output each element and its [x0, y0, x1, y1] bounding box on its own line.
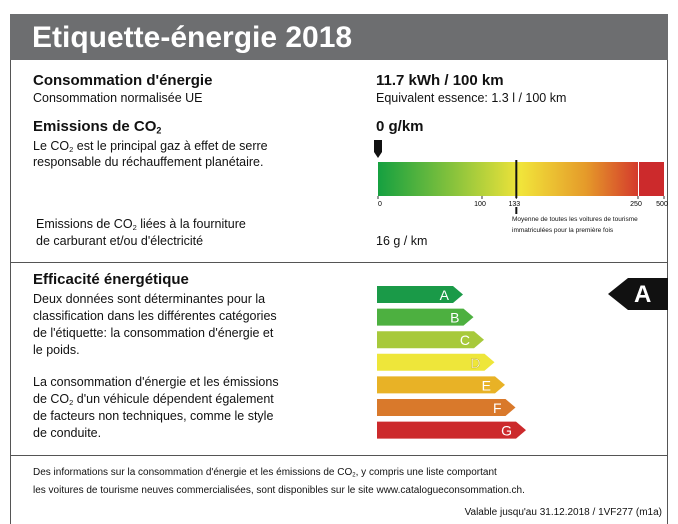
subscript: 2: [69, 144, 74, 154]
heading: Efficacité énergétique: [33, 271, 189, 288]
subscript: 2: [352, 472, 356, 479]
text: de facteurs non techniques, comme le sty…: [33, 409, 274, 423]
footer-text: Des informations sur la consommation d'é…: [33, 467, 497, 480]
class-letter: F: [493, 400, 502, 416]
footer-text: les voitures de tourisme neuves commerci…: [33, 485, 525, 496]
text: Le CO2 est le principal gaz à effet de s…: [33, 139, 268, 154]
text: d'un véhicule dépendent également: [73, 392, 274, 406]
class-arrow: [377, 353, 495, 371]
text: , y compris une liste comportant: [355, 467, 497, 478]
title: Etiquette-énergie 2018: [32, 21, 353, 54]
tick-label: 250: [630, 201, 642, 208]
header-bar: [10, 14, 668, 60]
tick-label: 133: [508, 201, 520, 208]
current-class-arrow: [608, 278, 668, 310]
class-arrow: [377, 286, 463, 303]
class-letter: C: [460, 332, 470, 348]
class-letter: E: [482, 377, 491, 393]
scale-red: [639, 162, 664, 196]
class-letter: B: [450, 310, 459, 326]
class-arrow: [377, 399, 516, 416]
value: 16 g / km: [376, 234, 428, 248]
note: Moyenne de toutes les voitures de touris…: [512, 216, 638, 223]
class-arrow: [377, 421, 526, 439]
tick-label: 500: [656, 201, 668, 208]
text: liées à la fourniture: [136, 217, 246, 231]
text: Equivalent essence: 1.3 l / 100 km: [376, 91, 567, 105]
heading: Emissions de CO2: [33, 118, 161, 136]
text: de conduite.: [33, 426, 102, 440]
text: le poids.: [33, 343, 80, 357]
text: est le principal gaz à effet de serre: [73, 139, 268, 153]
class-letter: G: [501, 423, 512, 439]
text: classification dans les différentes caté…: [33, 309, 277, 323]
text: de l'étiquette: la consommation d'énergi…: [33, 326, 274, 340]
text: La consommation d'énergie et les émissio…: [33, 375, 279, 389]
text: Le CO: [33, 139, 70, 153]
current-class: A: [634, 281, 652, 308]
class-arrow: [377, 376, 505, 394]
text: de carburant et/ou d'électricité: [36, 234, 204, 248]
value-marker: [374, 140, 382, 158]
value: 0 g/km: [376, 118, 424, 135]
text: Emissions de CO2 liées à la fourniture: [36, 217, 246, 232]
co2-scale: 0 100 133 250 500: [374, 140, 668, 214]
class-arrow: [377, 308, 474, 326]
scale-gradient: [378, 162, 638, 196]
text: responsable du réchauffement planétaire.: [33, 155, 264, 169]
subscript: 2: [69, 397, 74, 407]
tick-label: 0: [378, 201, 382, 208]
class-letter: A: [440, 287, 450, 303]
text: Deux données sont déterminantes pour la: [33, 292, 266, 306]
text: de CO2 d'un véhicule dépendent également: [33, 392, 274, 407]
validity: Valable jusqu'au 31.12.2018 / 1VF277 (m1…: [464, 507, 662, 518]
value: 11.7 kWh / 100 km: [376, 72, 504, 89]
text: Emissions de CO: [33, 118, 157, 135]
class-arrow: [377, 331, 484, 349]
tick-label: 100: [474, 201, 486, 208]
text: Consommation normalisée UE: [33, 91, 203, 105]
text: de CO: [33, 392, 70, 406]
text: Des informations sur la consommation d'é…: [33, 467, 353, 478]
heading: Consommation d'énergie: [33, 72, 213, 89]
class-letter: D: [470, 355, 480, 371]
subscript: 2: [156, 125, 162, 136]
note: immatriculées pour la première fois: [512, 227, 614, 234]
subscript: 2: [132, 222, 137, 232]
text: Emissions de CO: [36, 217, 133, 231]
